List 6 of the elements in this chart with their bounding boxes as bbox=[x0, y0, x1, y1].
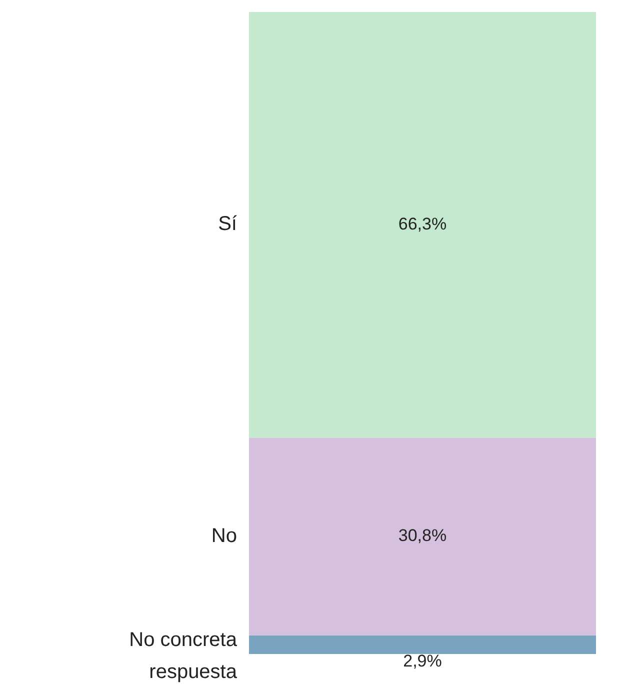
data-label: 2,9% bbox=[403, 651, 442, 670]
data-label: 30,8% bbox=[398, 526, 447, 545]
data-label: 66,3% bbox=[398, 214, 447, 234]
series-label: No concreta respuesta bbox=[129, 628, 238, 683]
series-label: Sí bbox=[218, 213, 238, 236]
series-label: No bbox=[211, 524, 237, 547]
